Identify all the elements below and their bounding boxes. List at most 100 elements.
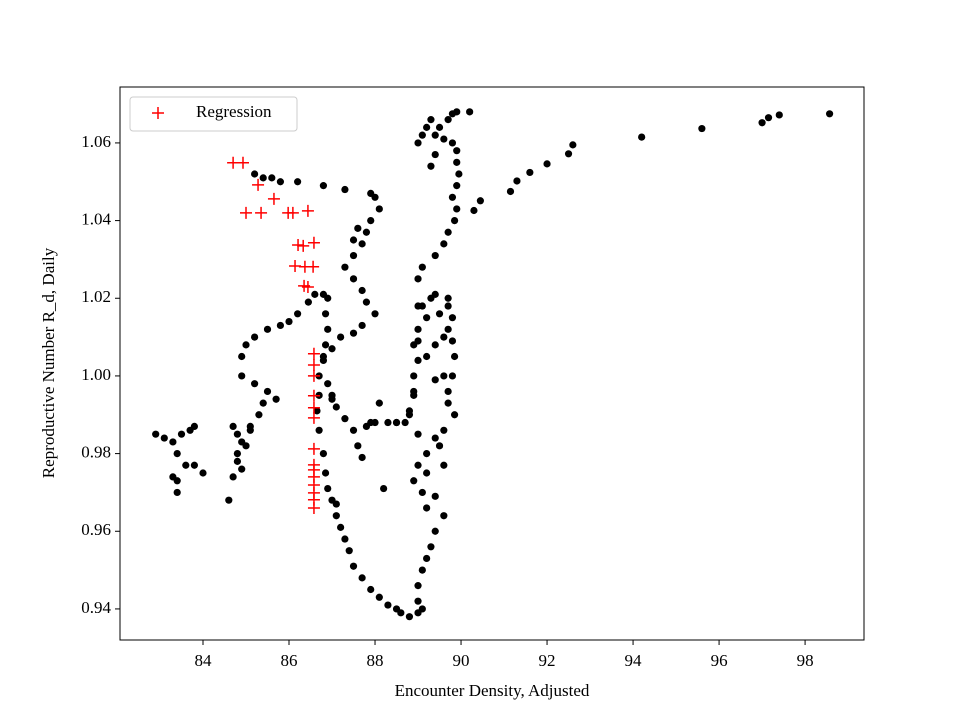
point [444,228,452,236]
point [242,341,250,349]
point [513,177,521,185]
point [169,473,177,481]
point [319,290,328,298]
point [448,337,457,345]
point [418,566,426,574]
point [410,391,418,399]
point [225,496,233,504]
point [380,484,388,493]
point [440,426,448,434]
y-tick-label: 1.02 [81,287,111,306]
point [414,325,422,333]
point [259,399,267,407]
point [233,457,242,465]
point [638,133,646,141]
point [294,310,302,318]
y-tick-label: 0.94 [81,598,111,617]
point [319,449,328,458]
point [435,442,444,450]
y-tick-label: 0.98 [81,443,111,462]
point [427,543,435,551]
y-tick-label: 1.06 [81,132,111,151]
point [251,170,259,178]
point [285,317,293,326]
point [272,395,280,403]
plus-marker [240,206,253,219]
point [371,310,379,318]
point [315,426,323,434]
point [328,395,336,403]
legend-label: Regression [196,102,272,121]
point [173,488,181,497]
x-tick-label: 86 [281,651,298,670]
point [255,411,263,419]
point [564,150,573,158]
point [371,193,379,201]
point [431,150,439,159]
point [423,352,431,361]
point [569,141,577,149]
point [246,422,254,431]
point [358,453,366,462]
plus-marker [152,107,164,119]
point [444,116,452,124]
point [238,438,246,446]
plus-marker [307,389,320,402]
point [384,418,392,427]
point [775,111,783,119]
point [190,422,198,431]
point [375,205,383,213]
point [321,469,330,477]
point [414,139,422,147]
point [349,562,358,570]
point [337,333,345,341]
point [758,119,766,127]
y-tick-label: 1.00 [81,365,111,384]
point [337,523,345,531]
point [543,160,551,168]
point [414,356,422,364]
point [435,310,444,318]
point [304,298,312,306]
point [276,178,285,186]
point [418,263,426,271]
point [358,321,366,330]
plus-marker [307,359,320,372]
point [259,174,267,182]
point [332,512,340,520]
point [440,512,448,520]
plus-marker [255,206,268,219]
point [263,387,272,396]
point [453,205,461,213]
point [324,484,332,493]
plus-marker [289,260,302,273]
point [251,333,259,341]
point [453,182,461,190]
point [418,488,426,497]
point [431,251,439,260]
point [448,193,457,201]
point [414,302,422,310]
point [431,376,439,384]
y-axis-label: Reproductive Number R_d, Daily [39,247,58,478]
point [358,286,366,295]
x-tick-label: 88 [367,651,384,670]
x-tick-label: 96 [711,651,728,670]
point [423,469,431,477]
point [238,352,246,361]
plus-marker [292,239,305,252]
point [453,147,461,155]
point [423,314,431,322]
point [466,108,474,116]
axes-frame [119,86,865,641]
point [311,290,319,298]
point [435,123,444,131]
x-tick-label: 84 [195,651,213,670]
point [423,123,431,131]
point [470,206,478,215]
point [294,178,302,186]
point [349,251,358,260]
point [319,356,328,364]
point [238,465,246,473]
point [423,449,431,458]
